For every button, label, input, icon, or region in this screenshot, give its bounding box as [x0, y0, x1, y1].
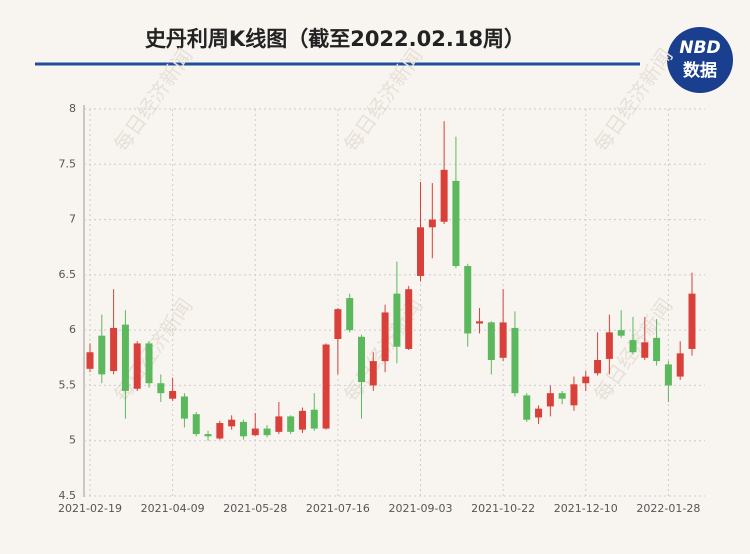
candle-body — [287, 416, 295, 432]
candle-body — [476, 321, 484, 324]
candle-body — [180, 396, 188, 419]
candle-body — [405, 289, 413, 349]
candle-body — [251, 428, 259, 436]
candle-body — [440, 169, 448, 222]
y-tick-label: 8 — [69, 102, 76, 115]
candle-body — [381, 312, 389, 362]
candle-body — [428, 219, 436, 228]
candle-body — [605, 332, 613, 359]
candle-body — [275, 416, 283, 432]
candle-body — [322, 344, 330, 429]
candle-body — [487, 322, 495, 360]
candle-body — [334, 309, 342, 339]
candle-body — [169, 390, 177, 399]
logo-bottom: 数据 — [683, 60, 717, 81]
candle-body — [417, 227, 425, 276]
x-tick-label: 2021-05-28 — [223, 502, 287, 515]
candle-body — [676, 353, 684, 377]
logo-circle — [667, 27, 733, 93]
candle-body — [86, 352, 94, 369]
candle-body — [499, 322, 507, 358]
candle-body — [523, 395, 531, 420]
candle-body — [558, 393, 566, 399]
y-tick-label: 7 — [69, 213, 76, 226]
logo-top: NBD — [679, 38, 720, 58]
y-tick-label: 7.5 — [59, 157, 77, 170]
chart-title: 史丹利周K线图（截至2022.02.18周） — [145, 27, 525, 51]
candle-body — [688, 293, 696, 349]
candle-body — [653, 337, 661, 362]
x-tick-label: 2022-01-28 — [636, 502, 700, 515]
candle-body — [582, 376, 590, 384]
candle-body — [98, 335, 106, 375]
y-tick-label: 6 — [69, 323, 76, 336]
x-tick-label: 2021-02-19 — [58, 502, 122, 515]
candle-body — [393, 293, 401, 347]
candle-body — [594, 359, 602, 374]
candle-body — [310, 409, 318, 429]
candle-body — [204, 434, 212, 437]
x-tick-label: 2021-10-22 — [471, 502, 535, 515]
candle-body — [133, 343, 141, 389]
candle-body — [511, 327, 519, 394]
x-tick-label: 2021-04-09 — [141, 502, 205, 515]
candle-body — [535, 408, 543, 418]
candle-body — [346, 298, 354, 331]
candle-body — [145, 343, 153, 384]
y-tick-label: 5 — [69, 434, 76, 447]
candle-body — [263, 428, 271, 436]
candle-body — [617, 330, 625, 336]
candle-body — [192, 414, 200, 435]
x-tick-label: 2021-12-10 — [554, 502, 618, 515]
candle-body — [228, 419, 236, 427]
candle-body — [629, 340, 637, 353]
candle-body — [298, 410, 306, 430]
x-tick-label: 2021-09-03 — [389, 502, 453, 515]
candle-body — [546, 393, 554, 407]
y-tick-label: 6.5 — [59, 268, 77, 281]
candle-body — [452, 180, 460, 267]
candle-body — [464, 266, 472, 334]
x-tick-label: 2021-07-16 — [306, 502, 370, 515]
candle-body — [357, 336, 365, 383]
candle-body — [570, 384, 578, 406]
y-tick-label: 4.5 — [59, 489, 77, 502]
y-tick-label: 5.5 — [59, 378, 77, 391]
candle-body — [121, 324, 129, 391]
candle-body — [239, 421, 247, 437]
candle-body — [110, 327, 118, 372]
candle-body — [664, 364, 672, 386]
candle-body — [157, 383, 165, 394]
candle-body — [216, 423, 224, 439]
candle-body — [369, 361, 377, 386]
candle-body — [641, 342, 649, 358]
